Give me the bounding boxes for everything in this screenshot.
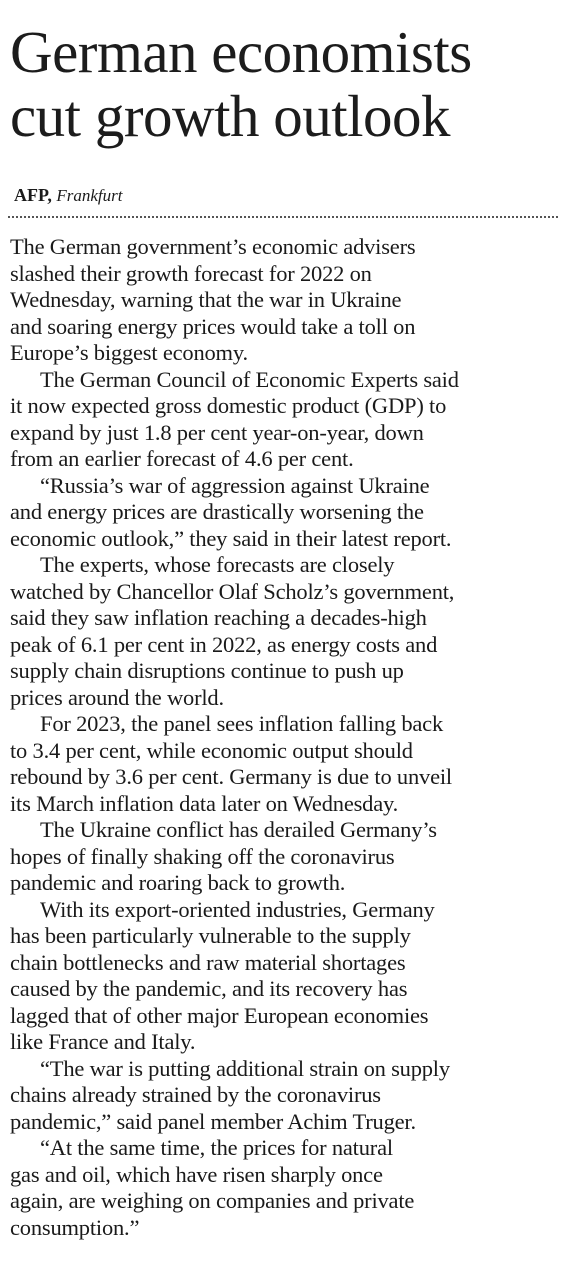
headline-line: cut growth outlook — [10, 83, 451, 149]
article-paragraph: “The war is putting additional strain on… — [10, 1056, 562, 1136]
paragraph-line: chains already strained by the coronavir… — [10, 1082, 381, 1107]
paragraph-line: Wednesday, warning that the war in Ukrai… — [10, 287, 402, 312]
paragraph-line: “At the same time, the prices for natura… — [40, 1135, 393, 1160]
article-paragraph: The Ukraine conflict has derailed German… — [10, 817, 562, 897]
paragraph-line: rebound by 3.6 per cent. Germany is due … — [10, 764, 452, 789]
article-paragraph: For 2023, the panel sees inflation falli… — [10, 711, 562, 817]
paragraph-line: peak of 6.1 per cent in 2022, as energy … — [10, 631, 438, 657]
paragraph-line: expand by just 1.8 per cent year-on-year… — [10, 419, 424, 445]
paragraph-line: The Ukraine conflict has derailed German… — [40, 817, 437, 842]
paragraph-line: to 3.4 per cent, while economic output s… — [10, 737, 413, 763]
paragraph-line: slashed their growth forecast for 2022 o… — [10, 260, 372, 286]
paragraph-line: said they saw inflation reaching a decad… — [10, 605, 427, 630]
paragraph-line: has been particularly vulnerable to the … — [10, 923, 411, 948]
article-paragraph: The experts, whose forecasts are closely… — [10, 552, 562, 711]
paragraph-line: economic outlook,” they said in their la… — [10, 525, 452, 551]
article-paragraph: The German Council of Economic Experts s… — [10, 367, 562, 473]
paragraph-line: hopes of finally shaking off the coronav… — [10, 843, 395, 869]
headline: German economists cut growth outlook — [10, 20, 562, 148]
paragraph-line: and soaring energy prices would take a t… — [10, 313, 416, 339]
paragraph-line: watched by Chancellor Olaf Scholz’s gove… — [10, 578, 455, 604]
paragraph-line: and energy prices are drastically worsen… — [10, 499, 424, 524]
article-paragraph: “Russia’s war of aggression against Ukra… — [10, 473, 562, 553]
paragraph-line: again, are weighing on companies and pri… — [10, 1188, 415, 1213]
paragraph-line: its March inflation data later on Wednes… — [10, 790, 399, 816]
paragraph-line: consumption.” — [10, 1214, 140, 1240]
paragraph-line: “The war is putting additional strain on… — [40, 1055, 450, 1081]
paragraph-line: pandemic,” said panel member Achim Truge… — [10, 1108, 416, 1134]
headline-line: German economists — [10, 19, 472, 85]
paragraph-line: like France and Italy. — [10, 1029, 196, 1054]
paragraph-line: lagged that of other major European econ… — [10, 1002, 429, 1028]
paragraph-line: caused by the pandemic, and its recovery… — [10, 976, 408, 1001]
article-paragraph: With its export-oriented industries, Ger… — [10, 897, 562, 1056]
article-body: The German government’s economic adviser… — [10, 234, 562, 1241]
paragraph-line: pandemic and roaring back to growth. — [10, 870, 346, 895]
byline-place: Frankfurt — [56, 186, 123, 205]
paragraph-line: Europe’s biggest economy. — [10, 340, 248, 365]
paragraph-line: The German government’s economic adviser… — [10, 234, 416, 259]
paragraph-line: With its export-oriented industries, Ger… — [40, 896, 435, 922]
paragraph-line: “Russia’s war of aggression against Ukra… — [40, 472, 430, 498]
paragraph-line: from an earlier forecast of 4.6 per cent… — [10, 446, 354, 471]
byline: AFP, Frankfurt — [14, 184, 122, 207]
paragraph-line: chain bottlenecks and raw material short… — [10, 949, 406, 975]
paragraph-line: it now expected gross domestic product (… — [10, 393, 447, 418]
byline-agency: AFP, — [14, 185, 52, 205]
paragraph-line: The German Council of Economic Experts s… — [40, 366, 459, 392]
paragraph-line: For 2023, the panel sees inflation falli… — [40, 711, 443, 736]
dotted-divider — [8, 216, 558, 218]
article-paragraph: The German government’s economic adviser… — [10, 234, 562, 367]
paragraph-line: The experts, whose forecasts are closely — [40, 552, 395, 577]
paragraph-line: supply chain disruptions continue to pus… — [10, 658, 404, 683]
paragraph-line: prices around the world. — [10, 684, 224, 710]
paragraph-line: gas and oil, which have risen sharply on… — [10, 1161, 383, 1187]
article-paragraph: “At the same time, the prices for natura… — [10, 1135, 562, 1241]
